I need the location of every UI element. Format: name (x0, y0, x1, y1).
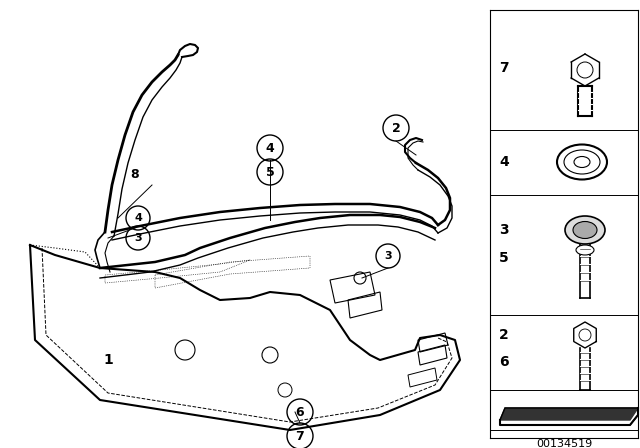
Text: 8: 8 (131, 168, 140, 181)
Text: 4: 4 (266, 142, 275, 155)
Text: 3: 3 (134, 233, 142, 243)
Ellipse shape (574, 156, 590, 168)
Text: 5: 5 (266, 165, 275, 178)
Text: 6: 6 (296, 405, 304, 418)
Polygon shape (500, 408, 638, 420)
Text: 5: 5 (499, 251, 509, 265)
Text: 7: 7 (499, 61, 509, 75)
Text: 2: 2 (392, 121, 401, 134)
Text: 6: 6 (499, 355, 509, 369)
Ellipse shape (557, 145, 607, 180)
Text: 4: 4 (499, 155, 509, 169)
Text: 3: 3 (499, 223, 509, 237)
Ellipse shape (573, 221, 597, 238)
Text: 00134519: 00134519 (536, 439, 592, 448)
Text: 1: 1 (103, 353, 113, 367)
Ellipse shape (576, 245, 594, 255)
Text: 7: 7 (296, 430, 305, 443)
Ellipse shape (565, 216, 605, 244)
Text: 3: 3 (384, 251, 392, 261)
Text: 2: 2 (499, 328, 509, 342)
Text: 4: 4 (134, 213, 142, 223)
